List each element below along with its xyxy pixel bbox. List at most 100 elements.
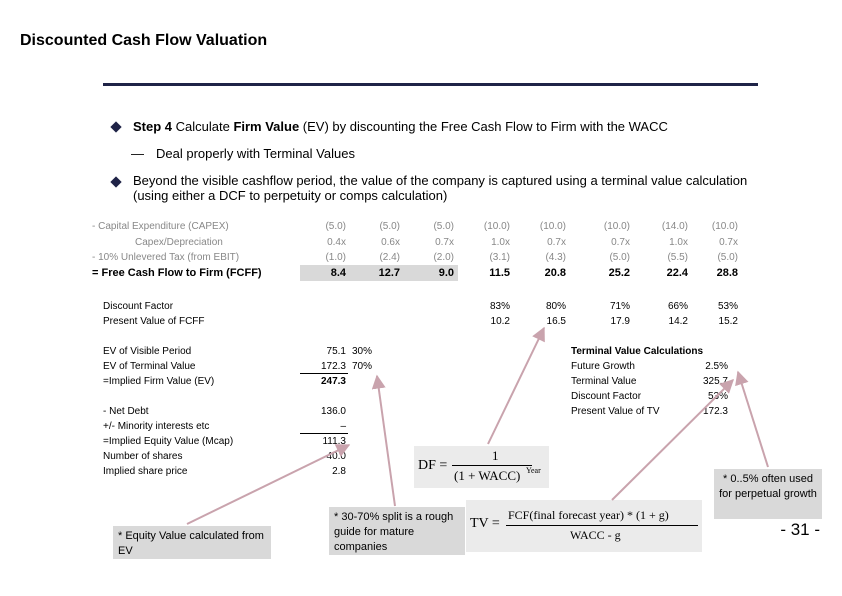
fcff-cell: 8.4 xyxy=(330,267,346,279)
table-row-1-cell: 0.7x xyxy=(547,237,566,248)
ev-terminal-value: 172.3 xyxy=(320,361,346,372)
pv-fcff-label: Present Value of FCFF xyxy=(103,316,205,327)
page-number: - 31 - xyxy=(780,520,820,539)
step-text-1: Calculate xyxy=(172,119,234,134)
fcff-cell: 12.7 xyxy=(378,267,400,279)
tv-denominator: WACC - g xyxy=(570,528,621,542)
step-prefix: Step 4 xyxy=(133,119,173,134)
table-row-1-cell: 1.0x xyxy=(669,237,688,248)
beyond-bullet: Beyond the visible cashflow period, the … xyxy=(133,173,813,203)
table-row-2-cell: (2.0) xyxy=(433,252,454,263)
tv-lhs: TV = xyxy=(470,516,500,531)
fcff-label: = Free Cash Flow to Firm (FCFF) xyxy=(92,267,262,279)
table-row-2-cell: (2.4) xyxy=(379,252,400,263)
capex-dep-label: Capex/Depreciation xyxy=(135,237,223,248)
sub-bullet: Deal properly with Terminal Values xyxy=(156,146,355,161)
minority-label: +/- Minority interests etc xyxy=(103,421,210,432)
tv-value-label: Terminal Value xyxy=(571,376,637,387)
arrow-split-to-pct xyxy=(371,374,396,507)
table-row-1-cell: 1.0x xyxy=(491,237,510,248)
pv-fcff-cell: 10.2 xyxy=(490,316,510,327)
table-row-1-cell: 0.7x xyxy=(611,237,630,248)
implied-equity-value: 111.3 xyxy=(322,436,346,447)
tv-growth-label: Future Growth xyxy=(571,361,635,372)
tv-numerator: FCF(final forecast year) * (1 + g) xyxy=(508,508,669,522)
implied-equity-label: =Implied Equity Value (Mcap) xyxy=(103,436,234,447)
table-row-2-cell: (5.0) xyxy=(609,252,630,263)
pv-fcff-cell: 14.2 xyxy=(668,316,688,327)
table-row-0-cell: (10.0) xyxy=(539,221,566,232)
arrow-tv-to-terminal xyxy=(611,379,734,501)
net-debt-label: - Net Debt xyxy=(103,406,149,417)
capex-label: - Capital Expenditure (CAPEX) xyxy=(92,221,229,232)
df-fraction-bar xyxy=(452,465,532,466)
equity-note: * Equity Value calculated from EV xyxy=(113,526,271,559)
minority-value: – xyxy=(340,421,346,432)
price-label: Implied share price xyxy=(103,466,188,477)
table-row-2-cell: (4.3) xyxy=(545,252,566,263)
fcff-cell: 25.2 xyxy=(608,267,630,279)
tv-df-label: Discount Factor xyxy=(571,391,642,402)
ev-visible-pct: 30% xyxy=(352,346,373,357)
price-value: 2.8 xyxy=(332,466,346,477)
df-lhs: DF = xyxy=(418,458,448,473)
tv-growth-value: 2.5% xyxy=(705,361,728,372)
discount-factor-cell: 53% xyxy=(717,301,738,312)
table-row-2-cell: (5.0) xyxy=(717,252,738,263)
growth-note: * 0..5% often used for perpetual growth xyxy=(714,469,822,519)
sub-dash: — xyxy=(131,146,144,161)
table-row-0-cell: (10.0) xyxy=(603,221,630,232)
step-bold: Firm Value xyxy=(233,119,300,134)
tv-value-value: 325.7 xyxy=(702,376,728,387)
tv-pv-value: 172.3 xyxy=(702,406,728,417)
table-row-2-cell: (3.1) xyxy=(489,252,510,263)
table-row-1-cell: 0.7x xyxy=(719,237,738,248)
df-exponent: Year xyxy=(526,466,541,475)
split-note: * 30-70% split is a rough guide for matu… xyxy=(329,507,465,555)
fcff-cell: 9.0 xyxy=(438,267,454,279)
discount-factor-cell: 80% xyxy=(545,301,566,312)
table-row-1-cell: 0.7x xyxy=(435,237,454,248)
table-row-2-cell: (1.0) xyxy=(325,252,346,263)
beyond-line-2: (using either a DCF to perpetuity or com… xyxy=(133,188,448,203)
ev-visible-value: 75.1 xyxy=(326,346,346,357)
tv-df-value: 53% xyxy=(707,391,728,402)
arrow-equity-to-value xyxy=(186,444,351,525)
table-row-0-cell: (5.0) xyxy=(433,221,454,232)
pv-fcff-cell: 15.2 xyxy=(718,316,738,327)
implied-ev-value: 247.3 xyxy=(320,376,346,387)
df-denominator: (1 + WACC) xyxy=(454,468,521,483)
arrow-growth-to-rate xyxy=(735,370,769,468)
table-row-1-cell: 0.4x xyxy=(327,237,346,248)
ev-visible-label: EV of Visible Period xyxy=(103,346,192,357)
table-row-0-cell: (14.0) xyxy=(661,221,688,232)
table-row-0-cell: (10.0) xyxy=(483,221,510,232)
discount-factor-cell: 71% xyxy=(609,301,630,312)
fcff-cell: 22.4 xyxy=(666,267,688,279)
discount-factor-cell: 66% xyxy=(667,301,688,312)
sum-rule xyxy=(300,433,348,434)
tv-pv-label: Present Value of TV xyxy=(571,406,660,417)
ev-terminal-label: EV of Terminal Value xyxy=(103,361,196,372)
table-row-0-cell: (5.0) xyxy=(325,221,346,232)
table-row-0-cell: (5.0) xyxy=(379,221,400,232)
shares-label: Number of shares xyxy=(103,451,183,462)
fcff-cell: 20.8 xyxy=(544,267,566,279)
pv-fcff-cell: 17.9 xyxy=(610,316,630,327)
title-divider xyxy=(103,83,758,86)
beyond-line-1: Beyond the visible cashflow period, the … xyxy=(133,173,748,188)
fcff-cell: 28.8 xyxy=(716,267,738,279)
implied-ev-label: =Implied Firm Value (EV) xyxy=(103,376,215,387)
table-row-1-cell: 0.6x xyxy=(381,237,400,248)
discount-factor-label: Discount Factor xyxy=(103,301,174,312)
fcff-cell: 11.5 xyxy=(489,267,510,279)
tv-fraction-bar xyxy=(506,525,698,526)
arrow-df-to-discount xyxy=(487,326,545,445)
table-row-0-cell: (10.0) xyxy=(711,221,738,232)
fcff-highlight xyxy=(300,265,458,281)
tv-formula: TV = FCF(final forecast year) * (1 + g) … xyxy=(466,500,702,552)
step-text-2: (EV) by discounting the Free Cash Flow t… xyxy=(299,119,668,134)
net-debt-value: 136.0 xyxy=(320,406,346,417)
step-bullet: Step 4 Calculate Firm Value (EV) by disc… xyxy=(133,119,773,134)
